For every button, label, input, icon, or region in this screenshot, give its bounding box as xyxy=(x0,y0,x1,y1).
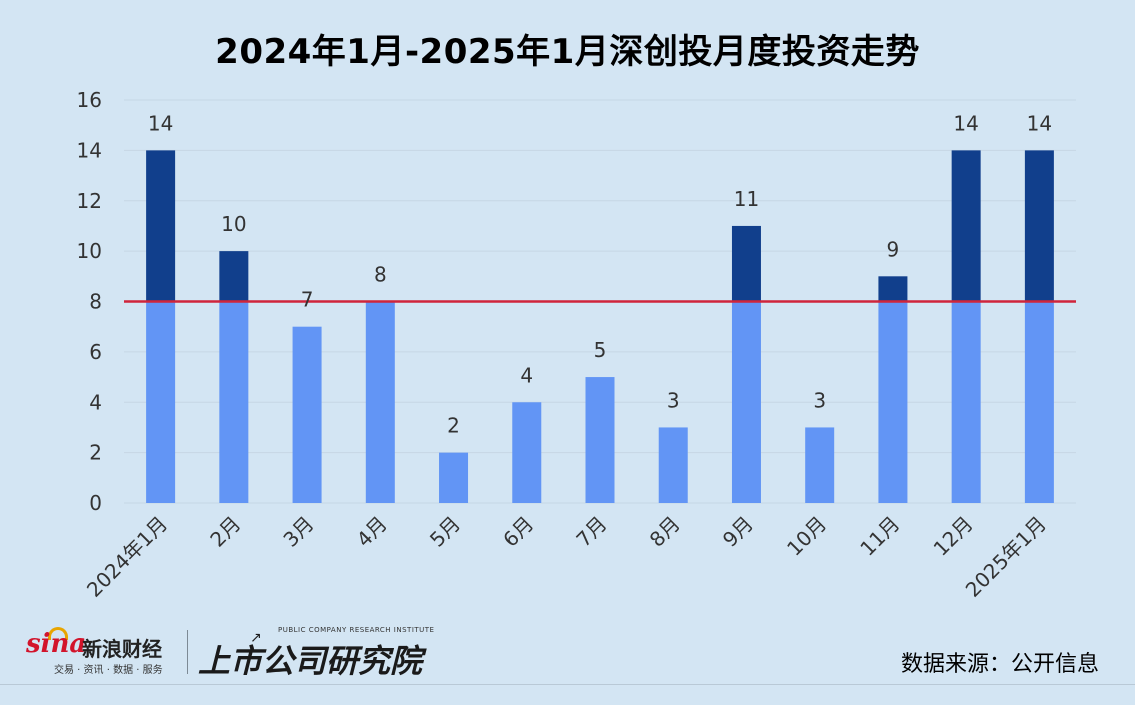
bar-base xyxy=(292,326,322,503)
research-institute-name: 上市公司研究院 xyxy=(198,642,423,680)
bar-base xyxy=(1024,301,1054,503)
y-tick-label: 12 xyxy=(77,189,102,213)
chart-title: 2024年1月-2025年1月深创投月度投资走势 xyxy=(215,32,920,72)
y-tick-label: 10 xyxy=(77,239,102,263)
x-tick-label: 9月 xyxy=(718,512,758,552)
bar-base xyxy=(951,301,981,503)
bar-base xyxy=(878,301,908,503)
data-label: 9 xyxy=(887,237,900,261)
y-tick-label: 8 xyxy=(89,290,102,314)
data-label: 11 xyxy=(734,187,759,211)
bar-above-reference xyxy=(146,150,176,302)
x-tick-label: 4月 xyxy=(352,512,392,552)
data-label: 14 xyxy=(953,111,978,135)
data-label: 14 xyxy=(1027,111,1052,135)
sina-wordmark: sina xyxy=(26,629,87,659)
data-label: 2 xyxy=(447,414,460,438)
x-tick-label: 2024年1月 xyxy=(82,512,172,602)
bar-base xyxy=(585,377,615,503)
data-label: 14 xyxy=(148,111,173,135)
bars xyxy=(146,150,1054,503)
x-tick-label: 3月 xyxy=(278,512,318,552)
sina-tagline: 交易 · 资讯 · 数据 · 服务 xyxy=(54,665,163,676)
x-tick-label: 8月 xyxy=(645,512,685,552)
bar-base xyxy=(439,452,469,503)
bar-base xyxy=(731,301,761,503)
bar-base xyxy=(658,427,688,503)
data-source: 数据来源：公开信息 xyxy=(900,652,1099,677)
data-label: 7 xyxy=(301,288,314,312)
y-tick-label: 6 xyxy=(89,340,102,364)
bar-above-reference xyxy=(951,150,981,302)
x-tick-label: 12月 xyxy=(929,512,978,561)
data-label: 5 xyxy=(594,338,607,362)
x-tick-label: 6月 xyxy=(498,512,538,552)
y-tick-label: 4 xyxy=(89,390,102,414)
bar-above-reference xyxy=(731,225,761,302)
bar-base xyxy=(365,301,395,503)
bar-above-reference xyxy=(878,276,908,302)
y-tick-label: 2 xyxy=(89,441,102,465)
rising-arrow-icon: ↗ xyxy=(250,630,262,646)
y-axis-ticks: 0 2 4 6 8 10 12 14 16 xyxy=(77,88,102,515)
x-tick-label: 7月 xyxy=(571,512,611,552)
logo-separator xyxy=(187,630,188,674)
y-tick-label: 14 xyxy=(77,138,102,162)
bar-above-reference xyxy=(219,251,249,302)
sina-finance-logo: sina 新浪财经 交易 · 资讯 · 数据 · 服务 xyxy=(26,627,186,677)
bar-base xyxy=(512,402,542,503)
data-label: 4 xyxy=(520,363,533,387)
bar-base xyxy=(805,427,835,503)
research-institute-tagline: PUBLIC COMPANY RESEARCH INSTITUTE xyxy=(278,626,435,634)
bar-above-reference xyxy=(1024,150,1054,302)
data-label: 3 xyxy=(813,388,826,412)
bar-base xyxy=(146,301,176,503)
x-tick-label: 10月 xyxy=(782,512,831,561)
footer-divider xyxy=(0,684,1135,685)
data-label: 10 xyxy=(221,212,246,236)
data-label: 8 xyxy=(374,263,387,287)
x-tick-label: 11月 xyxy=(855,512,904,561)
x-tick-label: 5月 xyxy=(425,512,465,552)
research-institute-logo: PUBLIC COMPANY RESEARCH INSTITUTE ↗ 上市公司… xyxy=(198,624,434,680)
x-tick-label: 2月 xyxy=(205,512,245,552)
sina-eye-icon xyxy=(48,627,68,640)
bar-base xyxy=(219,301,249,503)
data-label: 3 xyxy=(667,388,680,412)
data-labels: 14 10 7 8 2 4 5 3 11 3 9 14 14 xyxy=(148,111,1052,437)
y-tick-label: 0 xyxy=(89,491,102,515)
sina-brand-name: 新浪财经 xyxy=(82,637,162,661)
y-tick-label: 16 xyxy=(77,88,102,112)
